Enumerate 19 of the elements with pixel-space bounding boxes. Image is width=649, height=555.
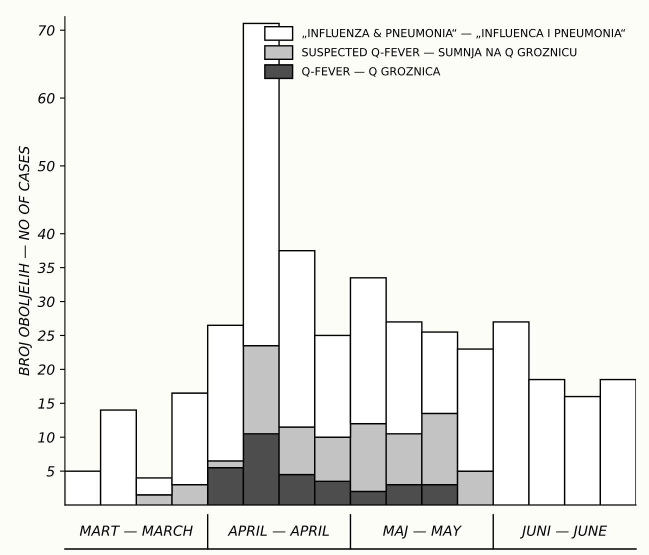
- y-tick-label: 35: [38, 262, 54, 274]
- y-tick-label: 10: [38, 432, 54, 443]
- legend-label: „INFLUENZA & PNEUMONIA“ — „INFLUENCA I PNEUMONIA“: [302, 28, 626, 38]
- text: JUNI — JUNE: [520, 526, 608, 539]
- legend-label: SUSPECTED Q-FEVER — SUMNJA NA Q GROZNICU: [302, 48, 576, 58]
- text: MAJ — MAY: [383, 526, 462, 539]
- y-tick-label: 50: [38, 160, 54, 172]
- y-tick-label: 25: [38, 330, 54, 341]
- y-tick-label: 20: [38, 364, 54, 375]
- y-tick-label: 60: [38, 93, 54, 104]
- y-axis-title: BROJ OBOLJELIH — NO OF CASES: [18, 146, 32, 376]
- y-tick-label: 15: [38, 398, 54, 409]
- text: MART — MARCH: [80, 525, 193, 536]
- text: APRIL — APRIL: [228, 526, 329, 536]
- y-tick-label: 5: [46, 466, 54, 477]
- legend-label: Q-FEVER — Q GROZNICA: [302, 67, 440, 77]
- y-tick-label: 30: [38, 296, 54, 308]
- y-tick-label: 40: [38, 228, 54, 240]
- y-tick-label: 70: [38, 25, 54, 36]
